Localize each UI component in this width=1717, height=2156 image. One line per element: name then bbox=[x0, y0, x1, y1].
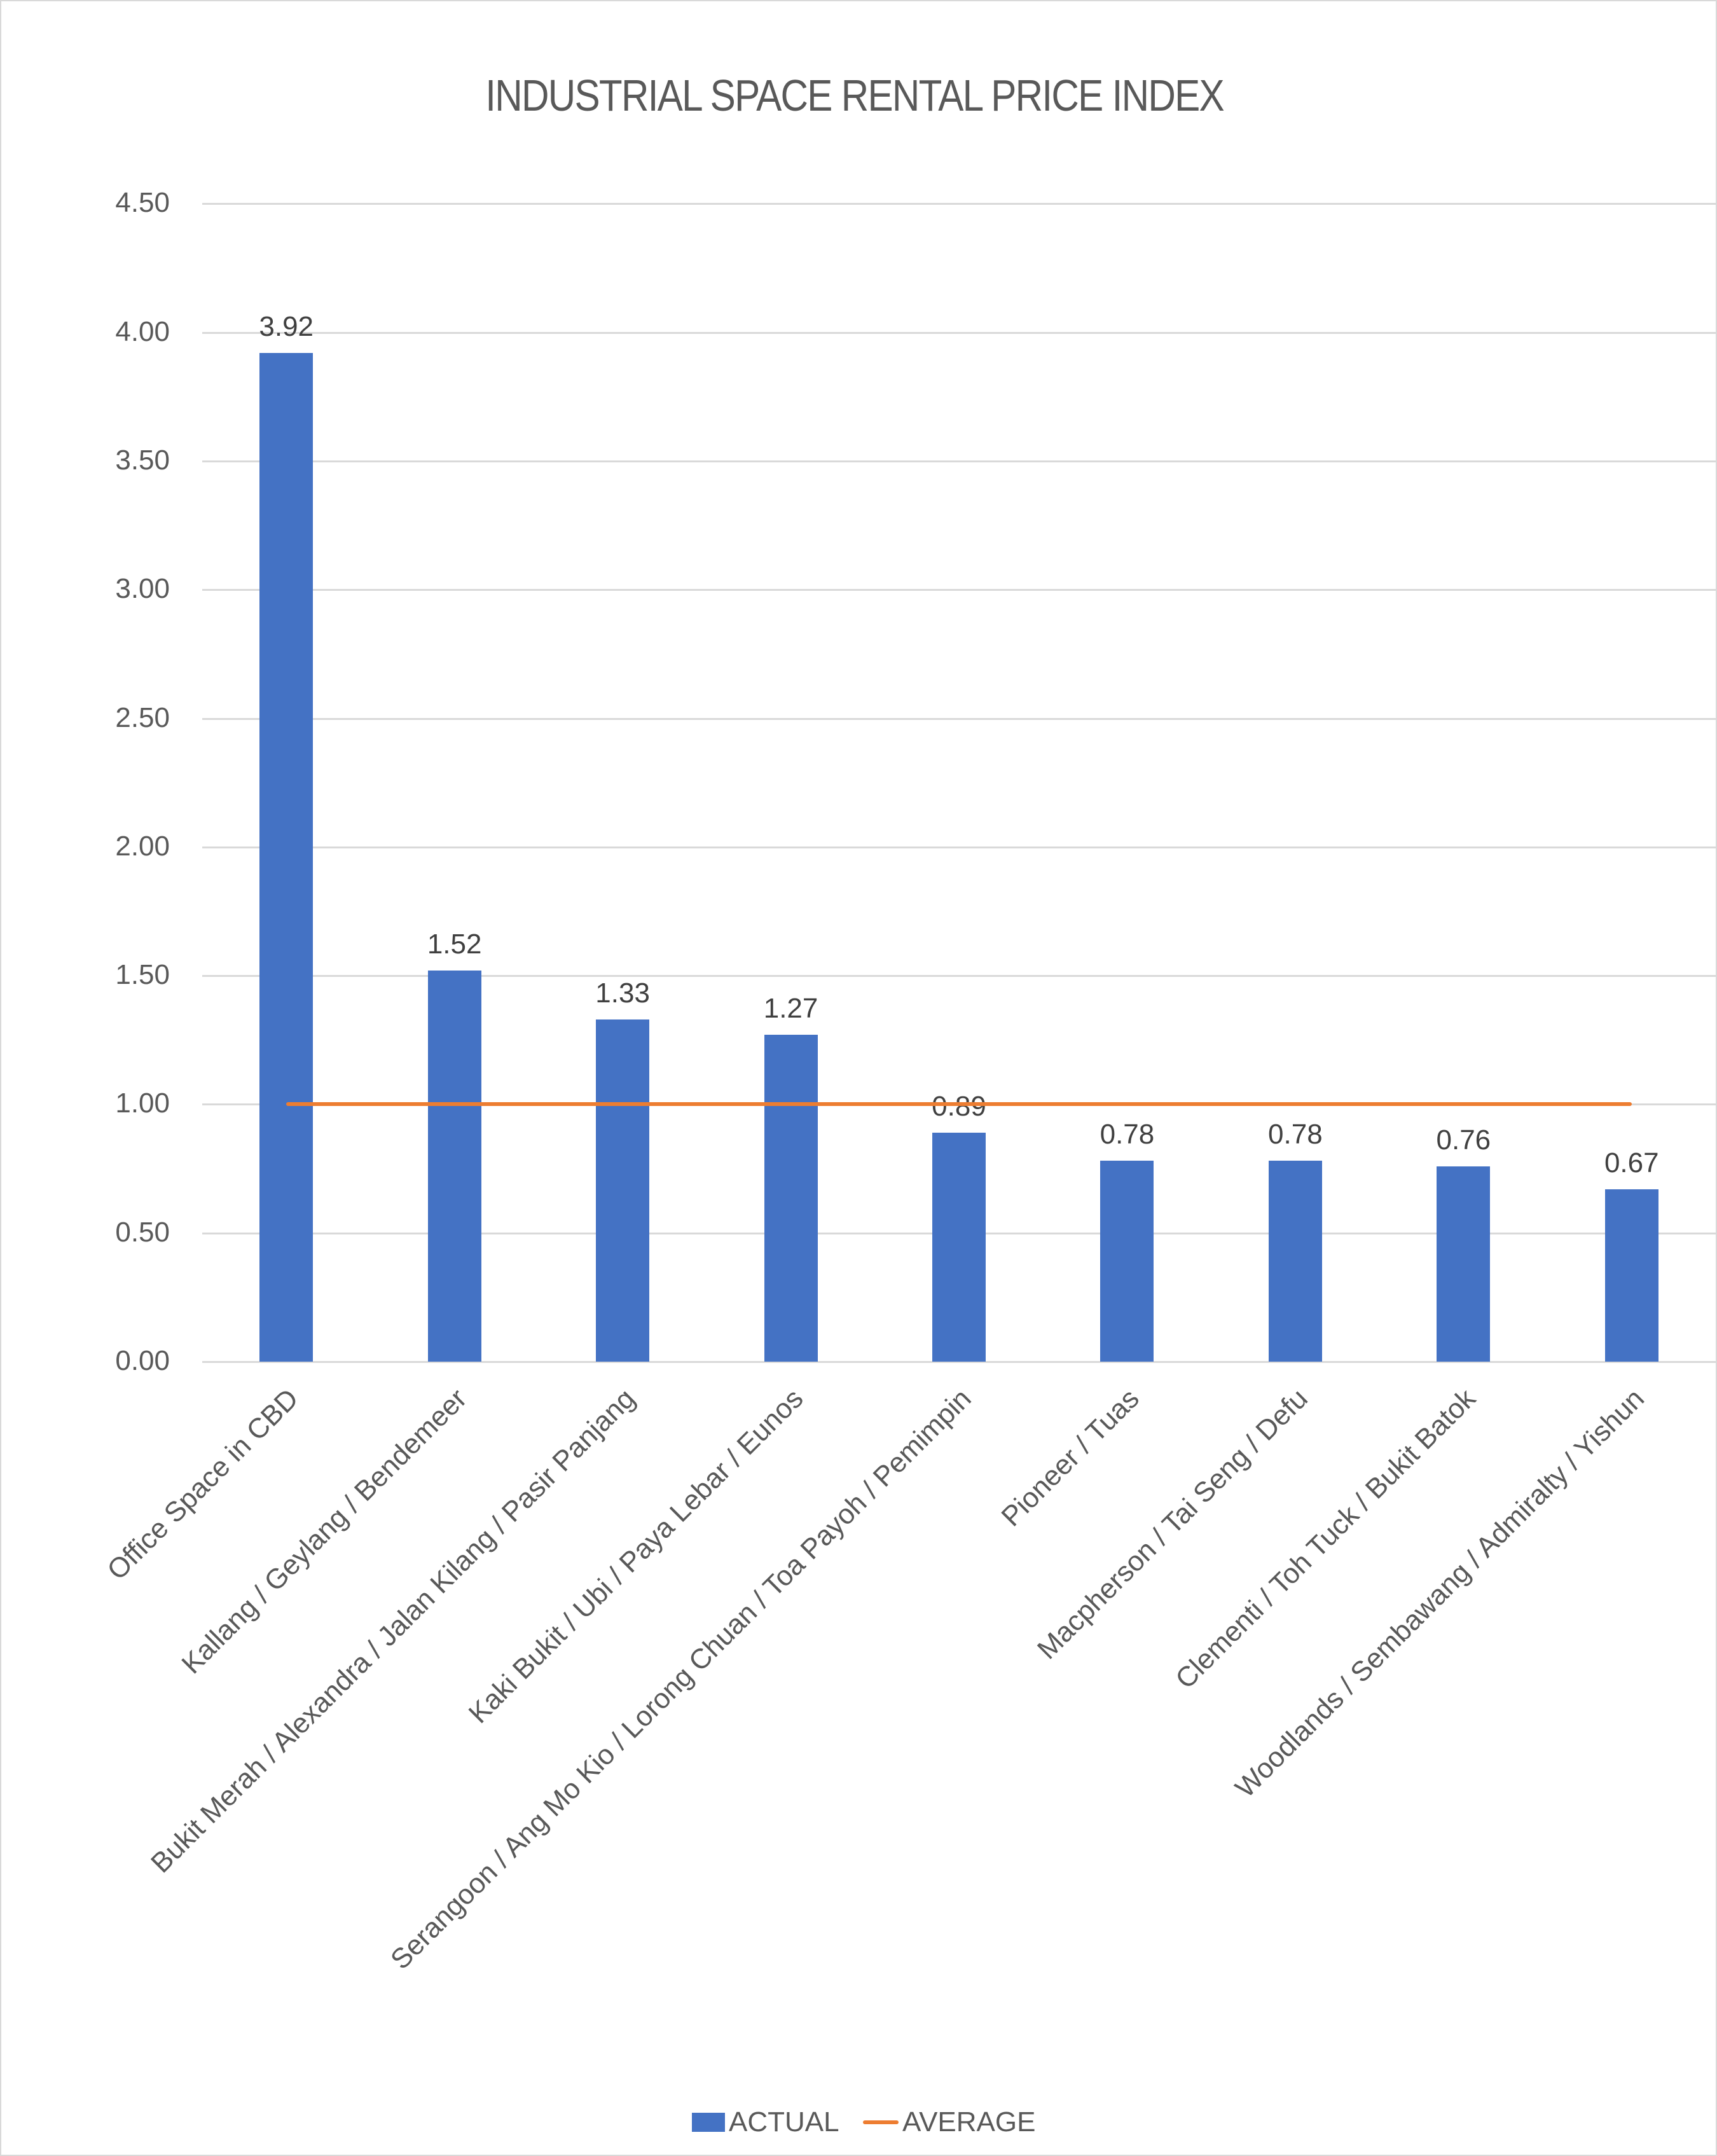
data-label: 0.67 bbox=[1604, 1147, 1659, 1178]
gridline bbox=[202, 331, 1716, 334]
chart-title: INDUSTRIAL SPACE RENTAL PRICE INDEX bbox=[485, 71, 1224, 120]
y-axis-tick-label: 3.50 bbox=[115, 444, 170, 476]
y-axis-tick-label: 1.50 bbox=[115, 959, 170, 991]
y-axis-tick-label: 0.00 bbox=[115, 1345, 170, 1376]
y-axis-tick-label: 4.50 bbox=[115, 187, 170, 219]
data-label: 0.76 bbox=[1436, 1124, 1491, 1156]
y-axis-tick-label: 2.50 bbox=[115, 701, 170, 733]
data-label: 1.27 bbox=[763, 993, 818, 1025]
y-axis-tick-label: 2.00 bbox=[115, 830, 170, 862]
data-label: 0.78 bbox=[1100, 1119, 1155, 1151]
bar-5 bbox=[932, 1132, 986, 1362]
bar-6 bbox=[1100, 1161, 1154, 1362]
bar-4 bbox=[764, 1035, 818, 1362]
data-label: 0.78 bbox=[1268, 1119, 1323, 1151]
legend-label-actual: ACTUAL bbox=[729, 2106, 839, 2138]
x-axis-category-label: Kaki Bukit / Ubi / Paya Lebar / Eunos bbox=[462, 1383, 810, 1730]
gridline bbox=[202, 460, 1716, 462]
legend-bar-swatch-icon bbox=[692, 2113, 725, 2132]
gridline bbox=[202, 589, 1716, 591]
y-axis-tick-label: 4.00 bbox=[115, 315, 170, 347]
bar-9 bbox=[1604, 1189, 1658, 1362]
data-label: 1.33 bbox=[595, 977, 650, 1009]
legend-item-actual: ACTUAL bbox=[692, 2106, 839, 2138]
bar-1 bbox=[259, 352, 314, 1362]
data-label: 1.52 bbox=[427, 929, 482, 960]
y-axis-tick-label: 0.50 bbox=[115, 1216, 170, 1248]
x-axis-category-label: Office Space in CBD bbox=[101, 1383, 305, 1586]
gridline bbox=[202, 717, 1716, 720]
gridline bbox=[202, 1361, 1716, 1363]
legend-label-average: AVERAGE bbox=[902, 2106, 1036, 2138]
y-axis-tick-label: 1.00 bbox=[115, 1088, 170, 1119]
data-label: 0.89 bbox=[932, 1090, 986, 1122]
x-axis-category-label: Pioneer / Tuas bbox=[995, 1383, 1146, 1533]
average-line bbox=[286, 1102, 1632, 1107]
bar-2 bbox=[427, 971, 481, 1362]
legend-item-average: AVERAGE bbox=[863, 2106, 1035, 2138]
gridline bbox=[202, 975, 1716, 978]
x-axis-category-label: Kallang / Geylang / Bendemeer bbox=[176, 1383, 473, 1680]
x-axis-category-label: Serangoon / Ang Mo Kio / Lorong Chuan / … bbox=[384, 1383, 977, 1976]
bar-3 bbox=[596, 1019, 650, 1362]
gridline bbox=[202, 846, 1716, 848]
bar-7 bbox=[1268, 1161, 1322, 1362]
y-axis-tick-label: 3.00 bbox=[115, 573, 170, 605]
bar-8 bbox=[1437, 1166, 1491, 1362]
legend: ACTUAL AVERAGE bbox=[1, 2106, 1717, 2138]
data-label: 3.92 bbox=[259, 310, 314, 342]
x-axis-category-label: Clementi / Toh Tuck / Bukit Batok bbox=[1169, 1383, 1482, 1695]
gridline bbox=[202, 203, 1716, 205]
x-axis-category-label: Macpherson / Tai Seng / Defu bbox=[1031, 1383, 1314, 1666]
legend-line-swatch-icon bbox=[863, 2120, 899, 2124]
